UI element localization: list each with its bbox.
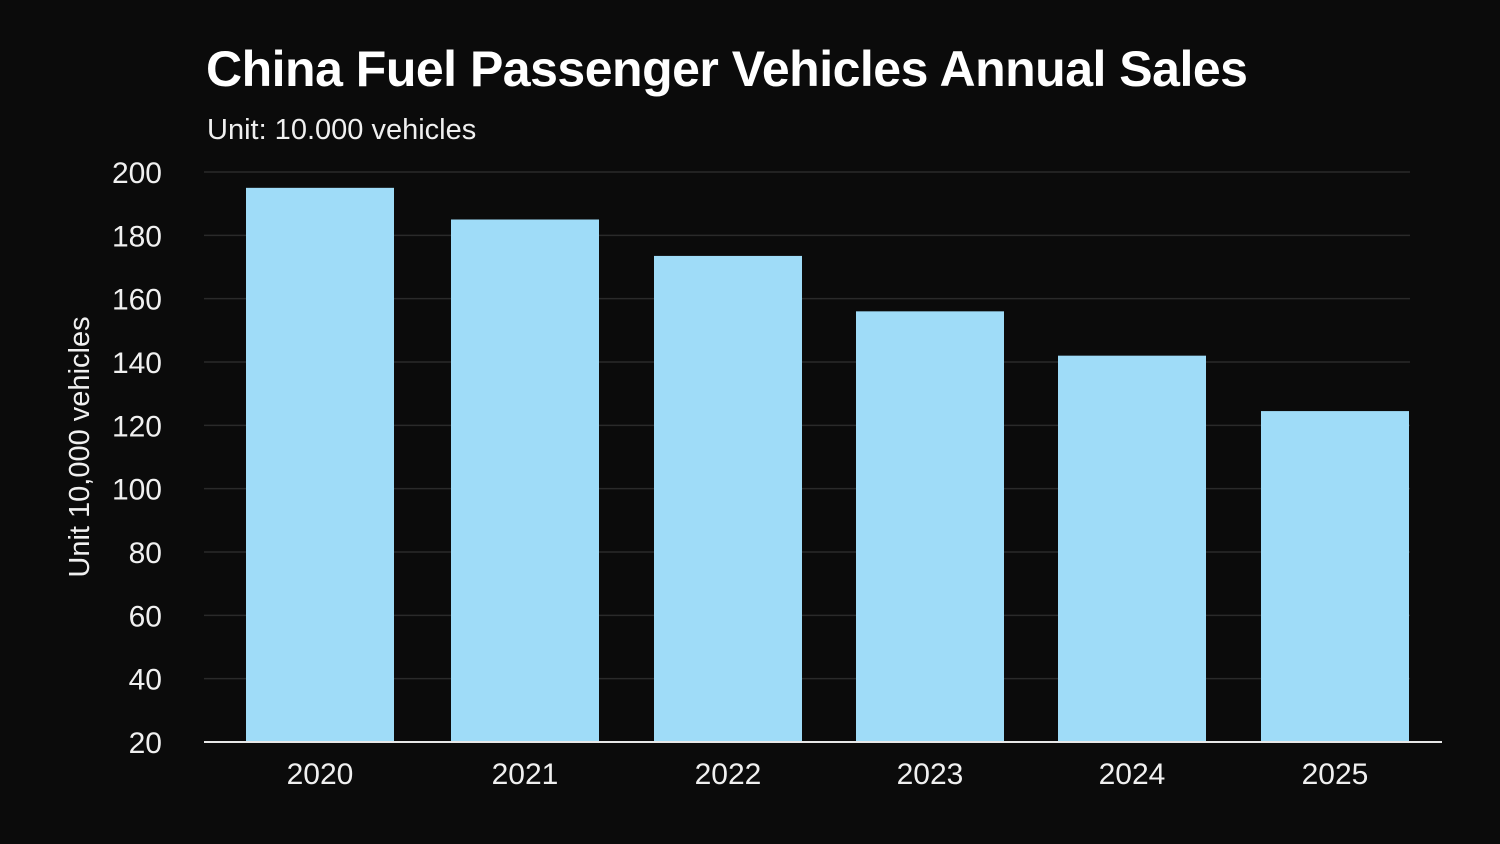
x-tick-label: 2023	[897, 758, 964, 791]
bar-2025	[1261, 411, 1409, 742]
bar-2023	[856, 311, 1004, 742]
x-tick-label: 2020	[287, 758, 354, 791]
bar-2024	[1058, 355, 1206, 742]
chart-subtitle: Unit: 10.000 vehicles	[207, 114, 477, 146]
y-tick-label: 60	[129, 600, 162, 633]
bar-2020	[246, 187, 394, 743]
x-tick-label: 2022	[695, 758, 762, 791]
gridlines	[204, 171, 1410, 680]
bar-2022	[654, 255, 802, 742]
y-tick-label: 200	[112, 157, 162, 190]
x-tick-label: 2024	[1099, 758, 1166, 791]
chart-title: China Fuel Passenger Vehicles Annual Sal…	[206, 41, 1248, 97]
y-tick-label: 40	[129, 664, 162, 697]
x-tick-label: 2021	[492, 758, 559, 791]
y-tick-label: 140	[112, 347, 162, 380]
bar-2021	[451, 219, 599, 742]
y-tick-label: 100	[112, 474, 162, 507]
bars	[246, 187, 1409, 743]
x-tick-label: 2025	[1302, 758, 1369, 791]
y-tick-labels: 20 40 60 80 100 120 140 160 180 200	[112, 157, 162, 760]
y-tick-label: 80	[129, 537, 162, 570]
x-tick-labels: 2020 2021 2022 2023 2024 2025	[287, 758, 1369, 791]
y-axis-label: Unit 10,000 vehicles	[64, 316, 96, 577]
y-tick-label: 20	[129, 727, 162, 760]
y-tick-label: 180	[112, 220, 162, 253]
y-tick-label: 120	[112, 410, 162, 443]
y-tick-label: 160	[112, 284, 162, 317]
